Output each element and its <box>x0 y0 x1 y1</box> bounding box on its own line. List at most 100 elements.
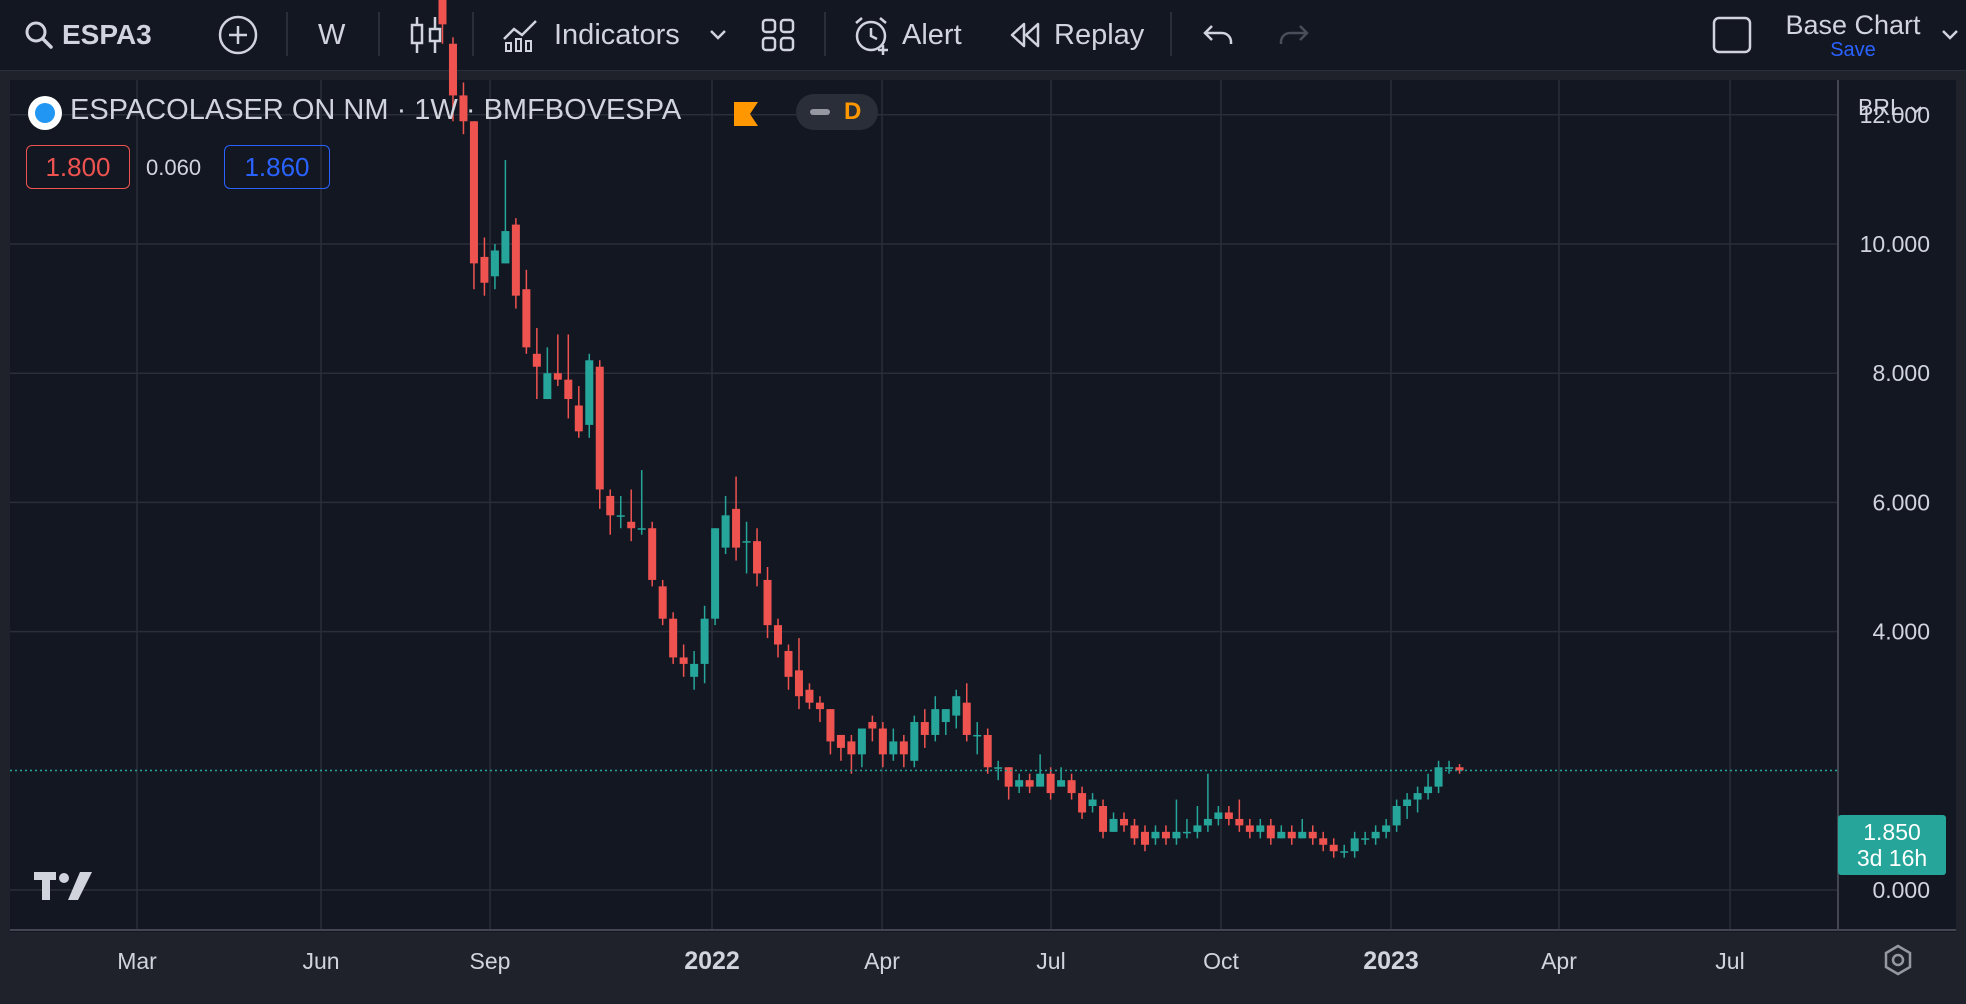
candle-body <box>564 379 573 400</box>
candle <box>1266 818 1275 845</box>
rewind-icon <box>1008 20 1042 50</box>
candle-body <box>763 579 772 626</box>
candle-body <box>1182 831 1191 834</box>
indicators-dropdown-button[interactable] <box>708 0 728 70</box>
replay-button[interactable]: Replay <box>1008 0 1144 70</box>
candle <box>1287 825 1296 845</box>
toolbar-divider <box>824 12 826 56</box>
candle-body <box>1455 767 1464 771</box>
indicators-icon <box>502 17 540 53</box>
candle <box>941 709 950 735</box>
candle-body <box>1403 799 1412 807</box>
candle <box>899 734 908 768</box>
candle-body <box>574 405 583 432</box>
current-price-tag: 1.850 3d 16h <box>1838 815 1946 875</box>
bar-countdown: 3d 16h <box>1856 845 1928 871</box>
candle-body <box>1172 831 1181 839</box>
undo-icon <box>1202 20 1234 50</box>
candle-body <box>857 728 866 755</box>
candle <box>574 386 583 438</box>
undo-button[interactable] <box>1202 0 1234 70</box>
symbol-search-button[interactable]: ESPA3 <box>24 0 152 70</box>
x-tick-label: 2023 <box>1363 947 1419 975</box>
alert-button[interactable]: Alert <box>852 0 962 70</box>
candle <box>1161 825 1170 845</box>
x-tick-label: Jul <box>1036 948 1065 974</box>
candle <box>742 521 751 574</box>
candle <box>522 269 531 354</box>
candle <box>973 722 982 755</box>
candle <box>805 683 814 710</box>
candle <box>648 521 657 587</box>
candle-body <box>1224 812 1233 819</box>
candle-body <box>1078 793 1087 813</box>
candle-body <box>931 709 940 735</box>
candle <box>1340 844 1349 858</box>
candle-body <box>711 528 720 619</box>
candle-body <box>679 657 688 664</box>
candle <box>606 489 615 535</box>
candle-body <box>1445 767 1454 769</box>
candle-body <box>1046 773 1055 794</box>
save-label: Save <box>1830 39 1876 61</box>
candle <box>490 244 499 290</box>
candle-body <box>1235 818 1244 826</box>
candle <box>1445 760 1454 774</box>
candle-body <box>826 709 835 742</box>
candle-body <box>669 618 678 658</box>
candle-body <box>899 741 908 755</box>
candle-body <box>1015 780 1024 787</box>
candle-body <box>1036 773 1045 787</box>
indicators-button[interactable]: Indicators <box>502 0 680 70</box>
fullscreen-button[interactable] <box>1712 0 1752 70</box>
candle <box>1004 767 1013 800</box>
x-tick-label: Apr <box>864 948 900 974</box>
redo-icon <box>1278 20 1310 50</box>
candle-body <box>1382 825 1391 832</box>
candle-body <box>490 250 499 277</box>
layout-dropdown-button[interactable] <box>1940 0 1960 70</box>
candle <box>1224 806 1233 826</box>
candle-body <box>501 231 510 264</box>
candle-body <box>868 722 877 729</box>
chart-area[interactable] <box>10 80 1956 932</box>
candle <box>543 347 552 400</box>
add-circle-icon <box>218 15 258 55</box>
candle <box>679 644 688 677</box>
candle-body <box>1151 831 1160 839</box>
flag-icon[interactable] <box>734 102 760 131</box>
candle-body <box>700 618 709 664</box>
candle-body <box>1434 767 1443 787</box>
compare-symbol-button[interactable] <box>218 0 258 70</box>
candle <box>1193 806 1202 839</box>
candle-body <box>1277 831 1286 839</box>
candle-body <box>1413 793 1422 800</box>
chart-settings-button[interactable] <box>1882 944 1914 981</box>
tradingview-logo[interactable] <box>34 872 94 907</box>
redo-button[interactable] <box>1278 0 1310 70</box>
candle <box>469 121 478 290</box>
bid-price-box[interactable]: 1.800 <box>26 145 130 189</box>
candle <box>1214 806 1223 826</box>
layout-button[interactable] <box>760 0 796 70</box>
chart-type-button[interactable] <box>408 0 444 70</box>
candle-body <box>732 508 741 548</box>
data-status-pill[interactable]: D <box>796 94 878 130</box>
layout-save-button[interactable]: Base Chart Save <box>1780 0 1926 70</box>
candle-body <box>1088 799 1097 807</box>
candle <box>1392 799 1401 832</box>
toolbar-divider <box>378 12 380 56</box>
candle-body <box>952 696 961 716</box>
currency-selector[interactable]: BRL <box>1858 94 1923 121</box>
toolbar-divider <box>1170 12 1172 56</box>
price-axis: 22.00020.00018.00016.00014.00012.00010.0… <box>1837 80 1930 930</box>
ask-price-box[interactable]: 1.860 <box>224 145 330 189</box>
candle-body <box>836 734 845 748</box>
candle <box>1140 825 1149 852</box>
chart-title: ESPACOLASER ON NM · 1W · BMFBOVESPA <box>70 94 682 126</box>
candle <box>1319 831 1328 852</box>
interval-button[interactable]: W <box>318 0 345 70</box>
candle <box>1025 773 1034 794</box>
logo-e-icon <box>35 103 55 123</box>
